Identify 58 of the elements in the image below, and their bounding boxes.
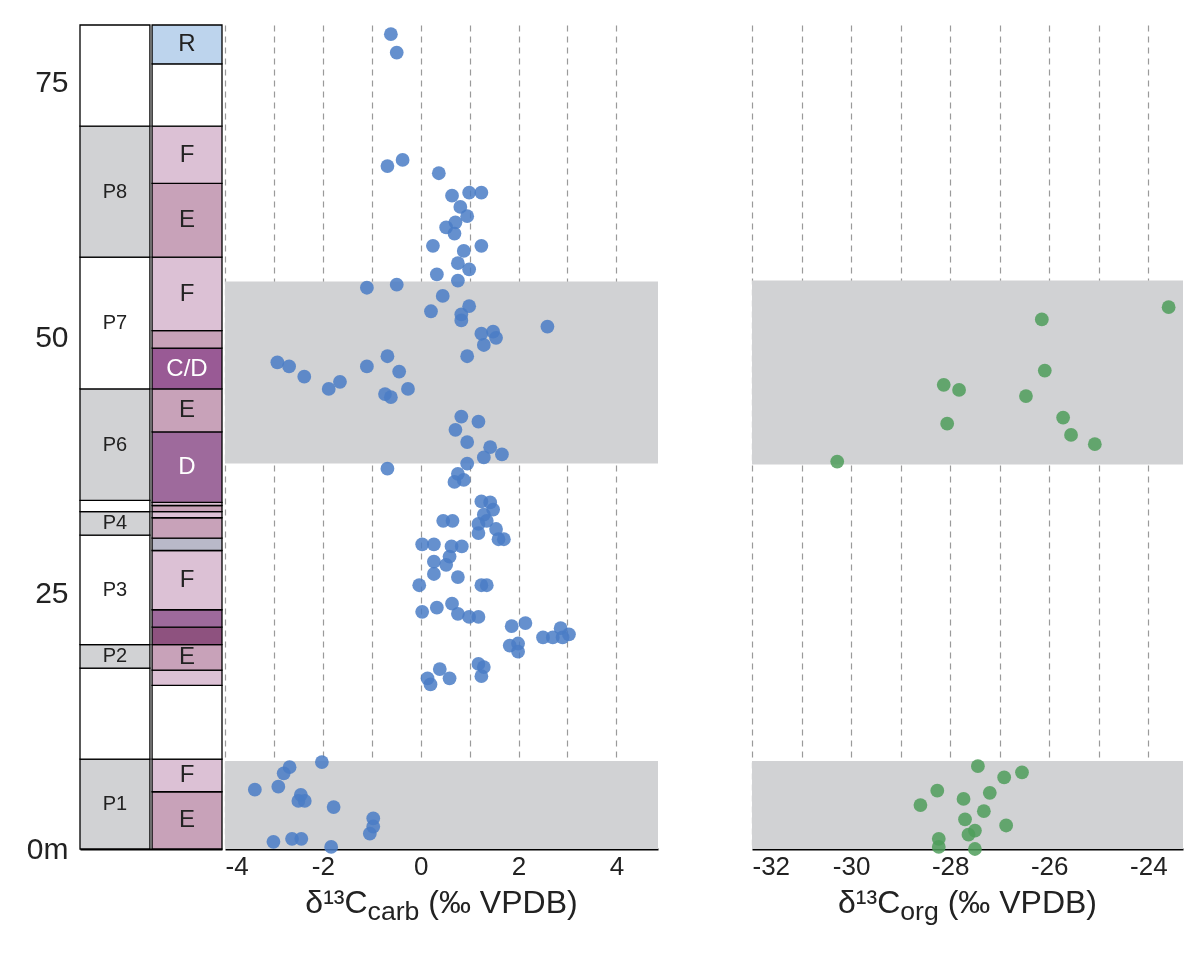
point — [968, 842, 982, 856]
x-tick-label: -30 — [832, 850, 871, 881]
point — [976, 804, 991, 819]
y-tick-label: 50 — [35, 320, 69, 354]
data-label: F — [179, 139, 195, 167]
data-label: E — [179, 205, 196, 233]
x-axis-title: δ¹³C$_{carb}$ (‰ VPDB) — [304, 884, 579, 928]
data-label: C/D — [166, 353, 208, 381]
data-label: F — [179, 565, 195, 593]
y-tick-label: 0m — [26, 831, 69, 865]
point — [999, 818, 1014, 833]
point — [958, 812, 972, 827]
point — [982, 785, 997, 800]
point — [940, 416, 955, 431]
x-tick-label: -24 — [1130, 850, 1168, 881]
data-label: F — [179, 278, 195, 306]
point — [1034, 312, 1049, 327]
point — [1087, 437, 1102, 452]
data-label: P4 — [102, 511, 128, 534]
data-label: E — [179, 805, 196, 833]
data-label: E — [179, 642, 196, 670]
x-tick-label: 0 — [413, 850, 429, 881]
point — [1056, 410, 1070, 425]
point — [1064, 428, 1078, 442]
point — [956, 792, 971, 806]
point — [936, 377, 951, 392]
x-tick-label: -26 — [1030, 850, 1069, 881]
y-tick-label: 25 — [35, 575, 69, 609]
point — [1161, 300, 1176, 315]
point — [952, 383, 966, 397]
point — [961, 827, 976, 842]
data-label: P2 — [102, 644, 128, 667]
point — [1015, 765, 1029, 780]
point — [1019, 389, 1033, 403]
data-label: D — [178, 452, 196, 480]
data-label: P1 — [102, 792, 128, 815]
point — [997, 770, 1012, 785]
point — [931, 840, 946, 854]
x-tick-label: -2 — [311, 850, 335, 881]
x-tick-label: -4 — [225, 850, 249, 881]
point — [1037, 363, 1052, 378]
data-label: P7 — [102, 311, 128, 334]
data-label: P8 — [102, 179, 128, 202]
data-label: P6 — [102, 432, 128, 455]
x-tick-label: 2 — [511, 850, 527, 881]
y-tick-label: 75 — [35, 64, 69, 98]
data-label: P3 — [102, 577, 128, 600]
point — [971, 759, 985, 774]
x-axis-title: δ¹³C$_{org}$ (‰ VPDB) — [837, 884, 1098, 928]
data-label: F — [179, 760, 195, 788]
point — [930, 783, 945, 798]
x-tick-label: -32 — [752, 850, 791, 881]
point — [913, 798, 928, 812]
point — [830, 454, 845, 469]
x-tick-label: 4 — [609, 850, 625, 881]
data-label: E — [179, 395, 196, 423]
x-tick-label: -28 — [931, 850, 970, 881]
data-label: R — [178, 29, 196, 57]
